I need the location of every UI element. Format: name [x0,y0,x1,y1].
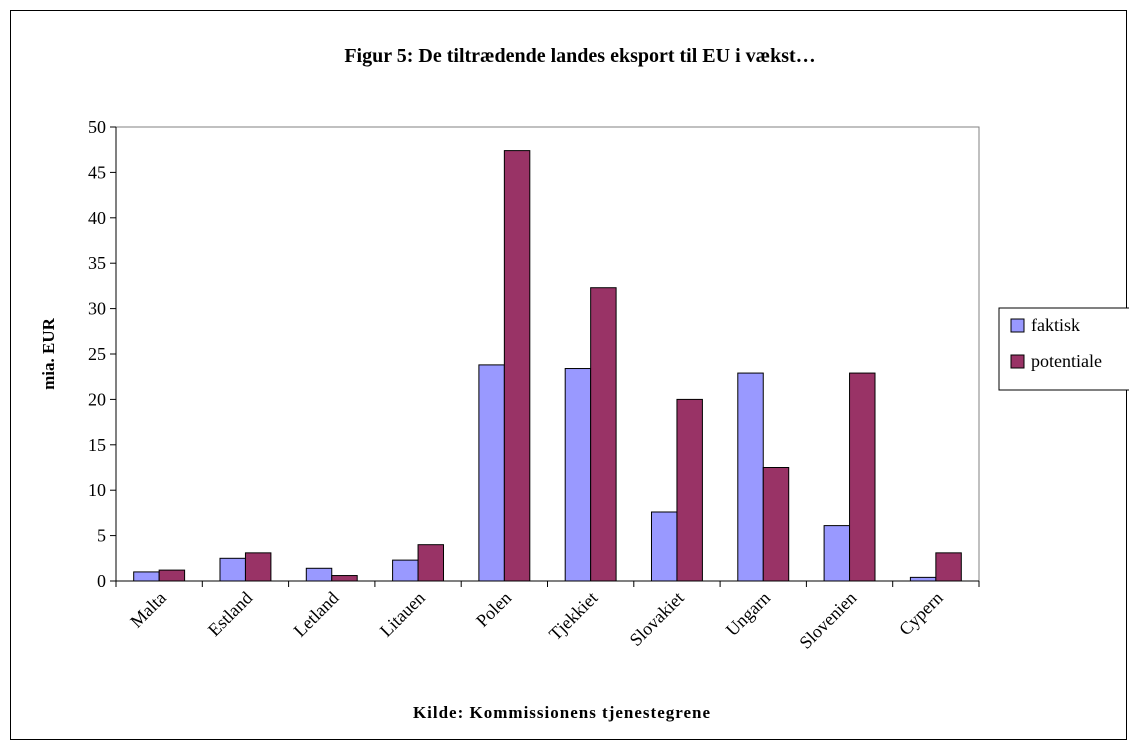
y-tick-label: 30 [88,299,106,319]
bar-faktisk-letland [305,567,333,582]
y-tick-label: 40 [88,208,106,228]
x-tick-label: Tjekkiet [545,588,602,645]
x-tick-label: Letland [290,588,343,641]
plot-area [115,126,980,582]
bar-faktisk-estland [219,557,246,582]
bar-potentiale-malta [158,569,186,582]
bar-potentiale-cypern [935,552,962,582]
x-tick-label: Estland [204,588,256,640]
legend: faktisk potentiale [998,307,1129,391]
bar-faktisk-slovenien [823,525,851,582]
y-axis: 0 5 10 15 20 25 30 35 40 45 50 [88,117,117,591]
x-tick-label: Slovakiet [626,588,688,650]
x-tick-label: Litauen [376,588,429,641]
y-tick-label: 20 [88,389,106,409]
bar-potentiale-litauen [417,544,445,582]
x-tick-label: Polen [472,588,515,631]
bar-faktisk-tjekkiet [564,368,592,582]
bar-faktisk-litauen [392,559,419,582]
bar-potentiale-slovenien [849,372,876,582]
bar-faktisk-slovakiet [650,511,678,582]
x-tick-label: Ungarn [722,588,774,640]
y-tick-label: 50 [88,117,106,137]
bar-potentiale-slovakiet [676,398,703,582]
x-tick-labels: Malta Estland Letland Litauen Polen Tjekkiet S… [126,588,947,653]
y-tick-label: 25 [88,344,106,364]
y-axis-label: mia. EUR [39,317,58,390]
bar-potentiale-letland [331,575,358,582]
chart-title: Figur 5: De tiltrædende landes eksport t… [344,45,815,67]
x-tick-label: Slovenien [795,588,860,653]
bar-faktisk-cypern [909,576,937,582]
bar-faktisk-polen [478,364,505,582]
bar-potentiale-estland [244,552,272,582]
x-axis [115,580,980,587]
legend-swatch-potentiale [1010,354,1025,369]
x-tick-label: Malta [126,588,170,632]
bars-group [133,150,962,582]
legend-swatch-faktisk [1010,318,1025,333]
bar-potentiale-ungarn [762,467,790,582]
legend-label-potentiale: potentiale [1031,351,1102,371]
bar-faktisk-malta [133,571,160,582]
bar-faktisk-ungarn [737,372,764,582]
y-tick-label: 10 [88,480,106,500]
y-tick-label: 0 [97,571,106,591]
source-note: Kilde: Kommissionens tjenestegrene [413,703,711,722]
y-tick-label: 45 [88,162,106,182]
legend-label-faktisk: faktisk [1031,315,1080,335]
bar-potentiale-tjekkiet [590,287,617,582]
y-tick-label: 15 [88,435,106,455]
y-tick-label: 5 [97,526,106,546]
y-tick-label: 35 [88,253,106,273]
bar-potentiale-polen [503,150,531,582]
x-tick-label: Cypern [895,588,947,640]
